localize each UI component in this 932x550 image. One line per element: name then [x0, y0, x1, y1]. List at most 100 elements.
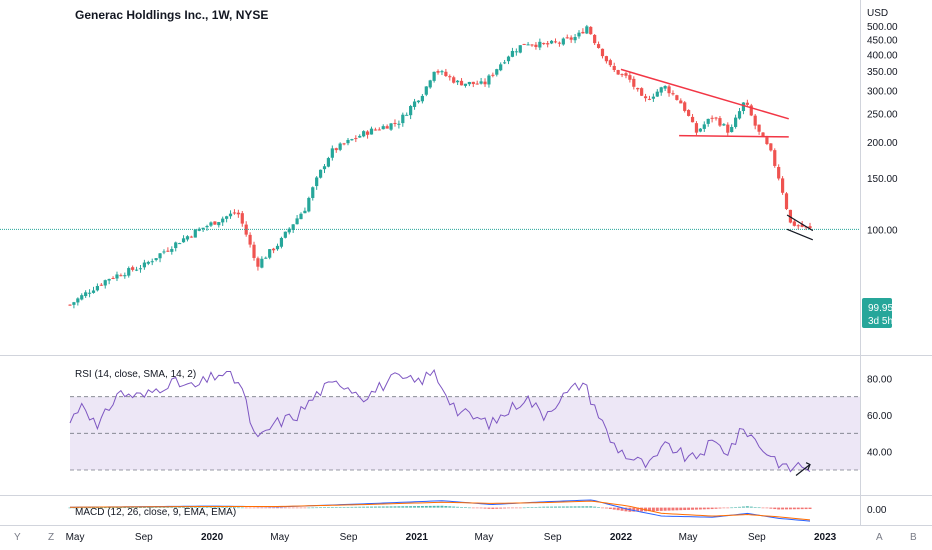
candle-body: [397, 123, 401, 125]
candle-body: [87, 292, 92, 294]
candle-body: [589, 26, 593, 35]
candle-body: [80, 295, 84, 300]
candle-body: [76, 298, 80, 303]
price-tag-value: 99.95: [868, 303, 893, 314]
rsi-tick-label: 60.00: [867, 411, 892, 422]
time-tick-label: Sep: [748, 532, 766, 543]
macd-histogram-bar: [334, 507, 338, 508]
rsi-panel[interactable]: [69, 369, 860, 476]
candle-body: [479, 81, 483, 84]
candle-body: [205, 226, 209, 228]
macd-histogram-bar: [276, 507, 280, 509]
macd-histogram-bar: [366, 506, 370, 508]
candle-body: [604, 56, 609, 62]
candle-body: [737, 111, 742, 119]
candle-body: [577, 32, 581, 37]
price-panel[interactable]: [0, 24, 860, 309]
macd-histogram-bar: [804, 507, 808, 510]
footer-button-z[interactable]: Z: [48, 532, 54, 543]
macd-histogram-bar: [522, 507, 526, 509]
footer-button-y[interactable]: Y: [14, 532, 21, 543]
candle-body: [299, 213, 303, 220]
macd-histogram-bar: [315, 507, 319, 509]
candle-body: [201, 227, 205, 230]
macd-histogram-bar: [604, 507, 608, 509]
macd-histogram-bar: [236, 507, 240, 509]
macd-histogram-bar: [322, 507, 326, 508]
candle-body: [581, 31, 585, 34]
macd-histogram-bar: [166, 507, 170, 508]
rsi-arrow-annotation[interactable]: [795, 464, 811, 476]
macd-histogram-bar: [577, 506, 581, 508]
wedge-lower-line[interactable]: [786, 228, 814, 241]
macd-histogram-bar: [381, 506, 385, 508]
candle-body: [420, 95, 424, 102]
candle-body: [228, 213, 233, 217]
price-tick-label: 450.00: [867, 35, 898, 46]
macd-histogram-bar: [260, 507, 264, 509]
candle-body: [232, 212, 237, 214]
macd-histogram-bar: [667, 507, 671, 511]
candle-body: [612, 66, 616, 71]
candle-body: [107, 278, 111, 281]
candle-body: [808, 226, 812, 229]
wedge-upper-line[interactable]: [786, 214, 814, 232]
macd-title: MACD (12, 26, close, 9, EMA, EMA): [75, 507, 236, 518]
price-axis[interactable]: 50.00100.00150.00200.00250.00300.00350.0…: [867, 22, 898, 324]
time-axis[interactable]: May Sep 2020 May Sep 2021 May Sep 2022 May Sep 2023: [66, 532, 837, 543]
macd-histogram-bar: [272, 507, 276, 509]
macd-histogram-bar: [526, 507, 530, 508]
macd-histogram-bar: [593, 506, 597, 508]
candle-body: [483, 81, 487, 85]
macd-panel[interactable]: [68, 499, 812, 522]
candle-body: [221, 218, 225, 223]
descending-trendline[interactable]: [620, 68, 789, 120]
candle-body: [401, 114, 405, 124]
candle-body: [362, 131, 366, 137]
macd-histogram-bar: [358, 506, 362, 508]
candle-body: [593, 34, 597, 44]
macd-axis-label: 0.00: [867, 505, 887, 516]
candle-body: [741, 102, 746, 112]
macd-histogram-bar: [714, 507, 718, 509]
candle-body: [127, 268, 131, 276]
candle-body: [84, 292, 88, 297]
footer-button-a[interactable]: A: [876, 532, 883, 543]
macd-histogram-bar: [499, 507, 503, 509]
candle-body: [279, 237, 284, 247]
macd-histogram-bar: [463, 507, 467, 508]
rsi-tick-label: 40.00: [867, 448, 892, 459]
macd-histogram-bar: [346, 506, 350, 508]
macd-histogram-bar: [338, 507, 342, 508]
candle-body: [753, 115, 757, 126]
candle-body: [769, 143, 773, 151]
candle-body: [240, 213, 244, 224]
support-line[interactable]: [679, 134, 789, 138]
candle-body: [546, 43, 550, 45]
macd-histogram-bar: [405, 506, 409, 508]
macd-histogram-bar: [409, 506, 413, 508]
macd-histogram-bar: [264, 507, 268, 509]
signal-line: [69, 500, 811, 521]
drawing-annotations[interactable]: [620, 68, 814, 241]
footer-button-b[interactable]: B: [910, 532, 917, 543]
candle-body: [679, 100, 683, 104]
candle-body: [452, 77, 456, 83]
candle-body: [557, 42, 562, 44]
candle-body: [624, 73, 628, 76]
macd-histogram-bar: [659, 507, 663, 511]
macd-histogram-bar: [620, 507, 624, 511]
macd-histogram-bar: [209, 507, 213, 508]
candle-body: [796, 225, 800, 227]
candle-body: [788, 209, 793, 223]
candle-body: [436, 71, 440, 73]
candle-body: [287, 228, 291, 233]
macd-histogram-bar: [557, 506, 561, 508]
candle-body: [412, 101, 417, 107]
time-tick-label: 2020: [201, 532, 224, 543]
macd-histogram-bar: [663, 507, 667, 511]
candle-body: [217, 222, 221, 226]
candle-body: [283, 231, 287, 238]
macd-histogram-bar: [401, 506, 405, 508]
